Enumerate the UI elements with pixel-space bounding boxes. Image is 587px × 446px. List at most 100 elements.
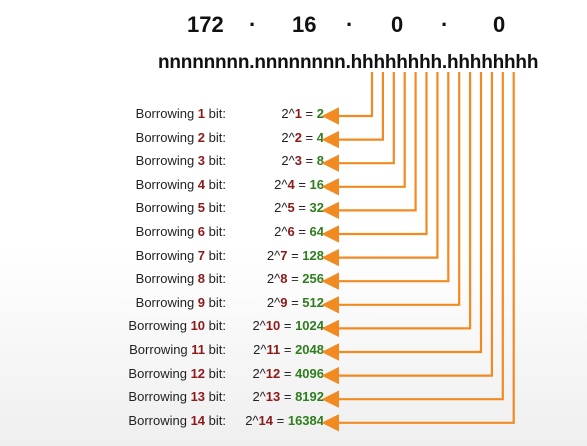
equals-sign: = <box>301 129 317 145</box>
label-prefix: Borrowing <box>135 129 198 145</box>
power-exponent: 10 <box>265 318 281 334</box>
borrowing-label: Borrowing 12 bit: <box>0 366 226 381</box>
label-prefix: Borrowing <box>135 176 198 192</box>
power-base: 2^ <box>266 247 281 263</box>
power-base: 2^ <box>281 129 295 145</box>
borrowing-row: Borrowing 1 bit: 2^1 = 2 <box>0 106 587 126</box>
subnet-count: 4096 <box>295 365 324 381</box>
bit-arrow <box>321 72 504 408</box>
octet-4: 0 <box>493 12 506 37</box>
bit-arrow <box>321 72 515 432</box>
bit-arrow <box>321 72 493 385</box>
bit-arrow <box>321 72 417 220</box>
borrowing-label: Borrowing 11 bit: <box>0 342 226 357</box>
power-base: 2^ <box>281 153 295 169</box>
borrowing-label: Borrowing 2 bit: <box>0 130 226 145</box>
equals-sign: = <box>294 200 310 216</box>
label-prefix: Borrowing <box>128 365 191 381</box>
power-expression: 2^13 = 8192 <box>230 389 324 404</box>
power-exponent: 3 <box>294 153 302 169</box>
subnet-count: 256 <box>302 271 324 287</box>
power-exponent: 13 <box>265 389 281 405</box>
octet-1: 172 <box>187 12 224 37</box>
bits-count: 5 <box>197 200 206 216</box>
label-suffix: bit: <box>205 200 226 216</box>
equals-sign: = <box>287 294 303 310</box>
borrowing-row: Borrowing 7 bit: 2^7 = 128 <box>0 248 587 268</box>
borrowing-row: Borrowing 13 bit: 2^13 = 8192 <box>0 389 587 409</box>
label-suffix: bit: <box>205 389 226 405</box>
power-expression: 2^11 = 2048 <box>230 342 324 357</box>
borrowing-label: Borrowing 14 bit: <box>0 413 226 428</box>
equals-sign: = <box>280 318 296 334</box>
label-prefix: Borrowing <box>135 200 198 216</box>
power-expression: 2^6 = 64 <box>230 224 324 239</box>
octet-2: 16 <box>292 12 317 37</box>
label-suffix: bit: <box>205 106 226 121</box>
power-exponent: 11 <box>266 342 281 357</box>
power-base: 2^ <box>252 365 266 381</box>
equals-sign: = <box>287 271 303 287</box>
octet-separator: · <box>346 12 354 37</box>
label-suffix: bit: <box>205 224 226 239</box>
borrowing-label: Borrowing 10 bit: <box>0 318 226 333</box>
power-exponent: 7 <box>280 247 288 263</box>
power-expression: 2^4 = 16 <box>230 177 324 192</box>
label-suffix: bit: <box>205 365 226 381</box>
power-expression: 2^12 = 4096 <box>230 366 324 381</box>
equals-sign: = <box>280 342 296 357</box>
borrowing-row: Borrowing 10 bit: 2^10 = 1024 <box>0 318 587 338</box>
bit-arrow <box>321 72 428 243</box>
power-base: 2^ <box>253 342 267 357</box>
equals-sign: = <box>273 412 288 428</box>
power-expression: 2^14 = 16384 <box>230 413 324 428</box>
power-expression: 2^10 = 1024 <box>230 318 324 333</box>
bits-count: 8 <box>197 271 206 287</box>
bit-arrow <box>321 72 483 361</box>
borrowing-label: Borrowing 4 bit: <box>0 177 226 192</box>
power-exponent: 5 <box>287 200 295 216</box>
bits-count: 6 <box>197 224 206 239</box>
label-suffix: bit: <box>205 153 226 169</box>
bits-count: 10 <box>190 318 206 334</box>
power-base: 2^ <box>266 294 281 310</box>
label-prefix: Borrowing <box>135 271 198 287</box>
borrowing-row: Borrowing 5 bit: 2^5 = 32 <box>0 200 587 220</box>
borrowing-row: Borrowing 9 bit: 2^9 = 512 <box>0 295 587 315</box>
subnet-count: 1024 <box>295 318 324 334</box>
power-exponent: 4 <box>287 176 295 192</box>
subnet-count: 32 <box>309 200 324 216</box>
borrowing-label: Borrowing 6 bit: <box>0 224 226 239</box>
label-suffix: bit: <box>205 294 226 310</box>
subnet-count: 16 <box>309 176 324 192</box>
power-base: 2^ <box>274 200 288 216</box>
label-suffix: bit: <box>205 129 226 145</box>
power-exponent: 12 <box>265 365 281 381</box>
bit-arrow <box>321 72 450 290</box>
borrowing-label: Borrowing 9 bit: <box>0 295 226 310</box>
borrowing-row: Borrowing 4 bit: 2^4 = 16 <box>0 177 587 197</box>
equals-sign: = <box>301 106 317 121</box>
label-prefix: Borrowing <box>135 224 198 239</box>
label-prefix: Borrowing <box>135 247 198 263</box>
bits-count: 7 <box>197 247 206 263</box>
bit-arrow <box>321 72 406 196</box>
bits-count: 2 <box>197 129 206 145</box>
subnet-count: 16384 <box>287 412 324 428</box>
label-prefix: Borrowing <box>128 412 191 428</box>
borrowing-row: Borrowing 11 bit: 2^11 = 2048 <box>0 342 587 362</box>
label-suffix: bit: <box>205 412 226 428</box>
power-expression: 2^3 = 8 <box>230 153 324 168</box>
subnet-count: 512 <box>302 294 324 310</box>
label-prefix: Borrowing <box>129 342 192 357</box>
equals-sign: = <box>280 365 296 381</box>
bits-count: 13 <box>190 389 206 405</box>
borrowing-row: Borrowing 2 bit: 2^2 = 4 <box>0 130 587 150</box>
label-prefix: Borrowing <box>135 294 198 310</box>
borrowing-label: Borrowing 3 bit: <box>0 153 226 168</box>
equals-sign: = <box>287 247 303 263</box>
subnet-count: 128 <box>302 247 324 263</box>
borrowing-label: Borrowing 5 bit: <box>0 200 226 215</box>
borrowing-row: Borrowing 3 bit: 2^3 = 8 <box>0 153 587 173</box>
label-suffix: bit: <box>205 318 226 334</box>
